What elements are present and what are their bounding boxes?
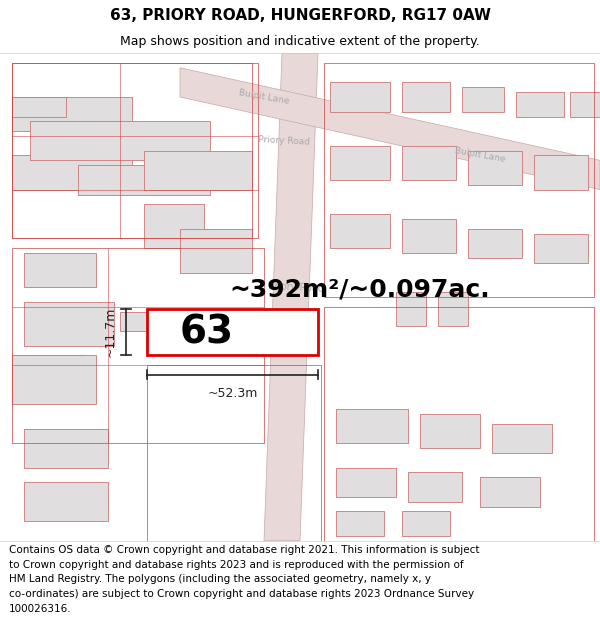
Bar	[420, 414, 480, 448]
Bar	[330, 146, 390, 180]
Bar	[402, 146, 456, 180]
Bar	[180, 229, 252, 272]
Bar	[480, 478, 540, 506]
Bar	[336, 409, 408, 443]
Bar	[144, 151, 252, 189]
Bar	[12, 356, 96, 404]
Text: ~392m²/~0.097ac.: ~392m²/~0.097ac.	[230, 278, 490, 301]
Bar	[24, 253, 96, 287]
Text: 100026316.: 100026316.	[9, 604, 71, 614]
Text: ~11.7m: ~11.7m	[104, 307, 117, 358]
Text: Map shows position and indicative extent of the property.: Map shows position and indicative extent…	[120, 35, 480, 48]
Text: 63: 63	[180, 313, 234, 351]
Bar	[408, 472, 462, 502]
Bar	[120, 311, 156, 331]
Bar	[78, 165, 210, 194]
Text: Bulpit Lane: Bulpit Lane	[238, 88, 290, 106]
Polygon shape	[180, 68, 600, 189]
Text: Priory Road: Priory Road	[259, 135, 310, 147]
Polygon shape	[12, 356, 84, 394]
Bar	[492, 424, 552, 453]
Bar	[534, 234, 588, 262]
Text: co-ordinates) are subject to Crown copyright and database rights 2023 Ordnance S: co-ordinates) are subject to Crown copyr…	[9, 589, 474, 599]
Text: HM Land Registry. The polygons (including the associated geometry, namely x, y: HM Land Registry. The polygons (includin…	[9, 574, 431, 584]
Bar	[396, 292, 426, 326]
Text: Contains OS data © Crown copyright and database right 2021. This information is : Contains OS data © Crown copyright and d…	[9, 545, 479, 555]
Polygon shape	[264, 53, 318, 541]
Bar	[12, 97, 132, 131]
Bar	[468, 229, 522, 258]
Bar	[438, 292, 468, 326]
Bar	[30, 121, 210, 161]
Text: 63, PRIORY ROAD, HUNGERFORD, RG17 0AW: 63, PRIORY ROAD, HUNGERFORD, RG17 0AW	[110, 8, 491, 23]
Bar	[24, 302, 114, 346]
Text: Priory Road: Priory Road	[268, 281, 324, 294]
Text: to Crown copyright and database rights 2023 and is reproduced with the permissio: to Crown copyright and database rights 2…	[9, 559, 464, 569]
Text: Bulpit Lane: Bulpit Lane	[454, 147, 506, 164]
Bar	[12, 97, 66, 116]
Bar	[144, 204, 204, 248]
Bar	[462, 88, 504, 112]
Bar	[147, 309, 318, 356]
Bar	[570, 92, 600, 116]
Bar	[402, 511, 450, 536]
Bar	[330, 214, 390, 248]
Bar	[12, 156, 132, 189]
Text: ~52.3m: ~52.3m	[208, 387, 257, 400]
Bar	[24, 482, 108, 521]
Bar	[402, 219, 456, 253]
Bar	[24, 429, 108, 468]
Bar	[330, 82, 390, 112]
Bar	[534, 156, 588, 189]
Bar	[402, 82, 450, 112]
Bar	[468, 151, 522, 185]
Bar	[516, 92, 564, 116]
Bar	[336, 468, 396, 497]
Bar	[336, 511, 384, 536]
